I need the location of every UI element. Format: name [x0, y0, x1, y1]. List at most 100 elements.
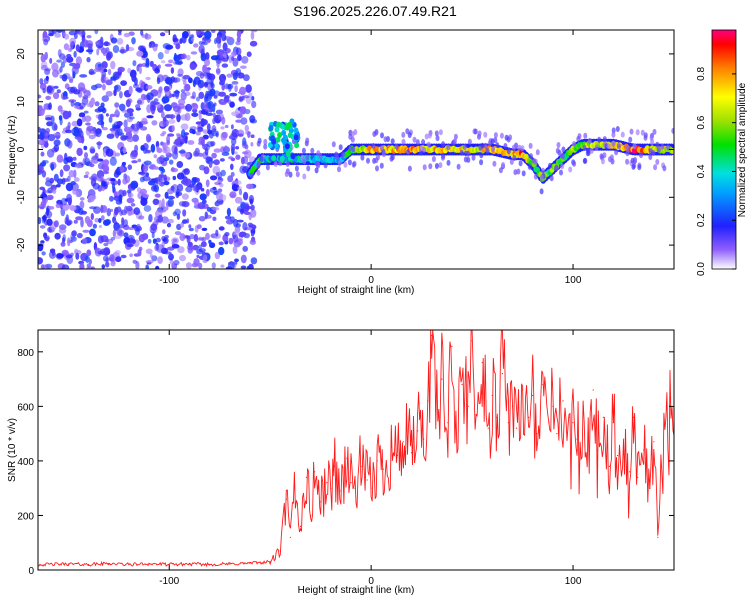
spectral-faint-point — [343, 161, 348, 168]
spectral-noise-blob — [65, 182, 74, 192]
spectral-noise-blob — [233, 232, 240, 236]
spectral-noise-blob — [251, 96, 255, 101]
spectral-noise-blob — [206, 72, 212, 80]
spectral-noise-blob — [83, 110, 89, 114]
spectral-noise-blob — [79, 197, 85, 201]
spectral-noise-blob — [198, 44, 205, 54]
spectral-burst-point — [275, 136, 281, 143]
spectral-noise-blob — [40, 151, 45, 157]
snr-y-tick-label: 0 — [28, 566, 34, 577]
spectral-noise-blob — [74, 105, 80, 109]
spectral-noise-blob — [84, 115, 92, 122]
spectral-noise-blob — [82, 229, 90, 233]
spectral-noise-blob — [221, 33, 227, 42]
spectral-noise-blob — [140, 146, 145, 151]
spectral-burst-point — [271, 155, 277, 162]
spectral-noise-blob — [142, 175, 151, 182]
spectral-noise-blob — [146, 104, 152, 113]
spectral-faint-point — [284, 171, 289, 177]
spectral-faint-point — [554, 164, 559, 171]
spectral-noise-blob — [62, 234, 66, 242]
spectral-faint-point — [440, 154, 445, 161]
spectral-noise-blob — [40, 200, 47, 207]
spectral-faint-point — [572, 140, 576, 147]
spectral-noise-blob — [56, 89, 61, 94]
spectral-faint-point — [435, 135, 440, 142]
spectral-noise-blob — [185, 186, 193, 193]
spectral-noise-blob — [238, 231, 247, 237]
spectral-noise-blob — [163, 157, 170, 162]
spectral-noise-blob — [231, 183, 240, 192]
spectral-noise-blob — [53, 139, 61, 146]
spectral-noise-blob — [161, 96, 170, 104]
spectral-noise-blob — [78, 208, 84, 215]
spectral-faint-point — [341, 151, 346, 158]
spectral-noise-blob — [146, 92, 154, 101]
spectral-faint-point — [381, 151, 386, 158]
spectral-noise-blob — [127, 164, 133, 170]
spectral-faint-point — [479, 152, 484, 159]
spectral-noise-blob — [242, 155, 249, 165]
spectral-noise-blob — [176, 161, 184, 168]
spectral-noise-blob — [105, 113, 109, 117]
snr-data-point — [481, 362, 483, 364]
spectral-faint-point — [606, 143, 611, 150]
spectral-faint-point — [294, 165, 299, 172]
spectral-noise-blob — [127, 67, 132, 74]
spectral-noise-blob — [75, 56, 82, 66]
spectral-noise-blob — [188, 224, 192, 229]
spectral-noise-blob — [143, 160, 152, 166]
spectral-noise-blob — [250, 204, 255, 211]
spectral-noise-blob — [244, 124, 249, 132]
spectral-noise-blob — [188, 77, 193, 84]
spectral-faint-point — [372, 131, 377, 137]
snr-data-point — [289, 536, 291, 538]
spectral-noise-blob — [216, 34, 221, 44]
spectral-noise-blob — [164, 76, 173, 85]
spectral-noise-blob — [208, 130, 214, 139]
spectral-noise-blob — [60, 241, 66, 247]
spectral-noise-blob — [123, 119, 128, 128]
spectral-burst-point — [287, 121, 292, 128]
spectral-faint-point — [380, 132, 384, 139]
spectral-noise-blob — [244, 211, 251, 215]
spectral-noise-blob — [43, 232, 47, 239]
spectral-faint-point — [480, 142, 485, 149]
spectral-noise-blob — [162, 119, 169, 127]
spectral-noise-blob — [233, 151, 238, 155]
spectral-faint-point — [637, 164, 642, 171]
spectral-noise-blob — [61, 74, 68, 82]
spectral-noise-blob — [210, 175, 218, 181]
spectral-faint-point — [256, 169, 261, 176]
spectral-noise-blob — [88, 68, 95, 75]
snr-data-point — [649, 487, 651, 489]
snr-data-point — [572, 422, 574, 424]
spectral-noise-blob — [167, 188, 174, 195]
spectral-faint-point — [366, 157, 370, 164]
spectral-faint-point — [374, 157, 379, 164]
spectral-faint-point — [640, 129, 645, 136]
spectral-noise-blob — [220, 169, 226, 177]
spectral-noise-blob — [46, 207, 50, 217]
spectral-noise-blob — [101, 83, 106, 91]
spectral-faint-point — [263, 138, 268, 145]
spectral-noise-blob — [85, 122, 91, 126]
spectral-noise-blob — [236, 36, 241, 43]
spectral-noise-blob — [69, 205, 77, 211]
spectral-noise-blob — [90, 159, 98, 163]
spectral-noise-blob — [202, 254, 208, 262]
spectral-faint-point — [375, 165, 379, 172]
spectral-noise-blob — [131, 37, 136, 45]
spectral-noise-blob — [53, 92, 60, 100]
spectral-faint-point — [611, 140, 616, 147]
spectral-noise-blob — [174, 138, 181, 146]
spectral-noise-blob — [200, 31, 206, 36]
snr-data-point — [148, 563, 150, 565]
spectral-noise-blob — [73, 219, 78, 224]
spectral-noise-blob — [240, 117, 248, 125]
spectral-noise-blob — [76, 232, 83, 239]
spectral-noise-blob — [177, 246, 185, 254]
spectral-faint-point — [666, 144, 670, 151]
spectral-faint-point — [506, 148, 511, 155]
snr-frame — [37, 329, 675, 571]
